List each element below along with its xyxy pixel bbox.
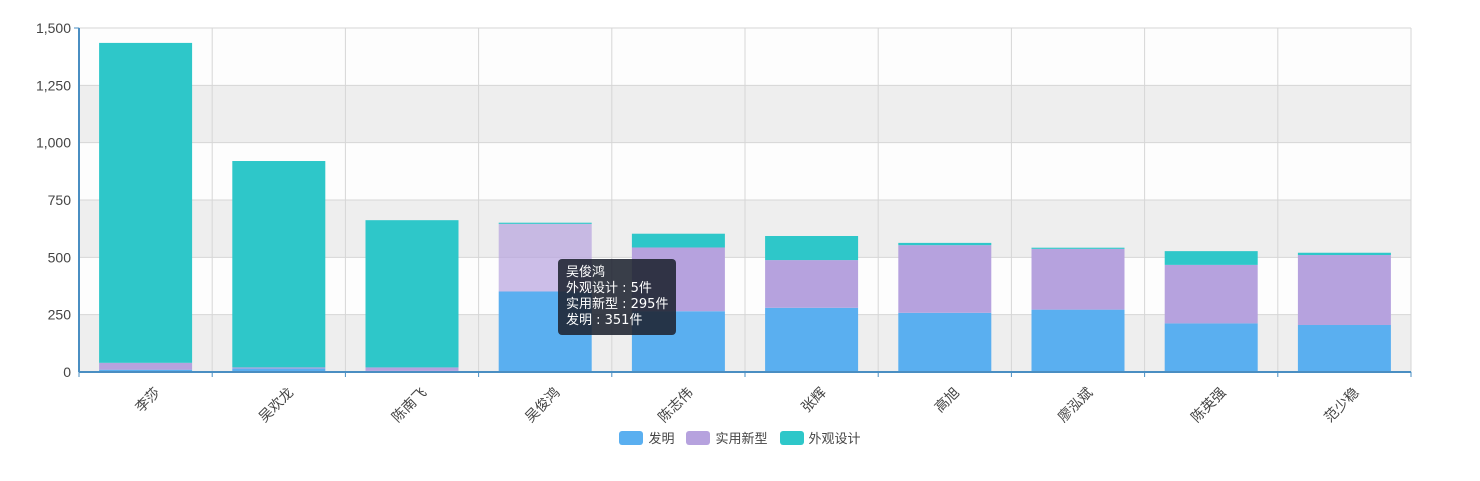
y-tick-label: 1,250: [36, 77, 71, 93]
legend-swatch: [619, 430, 644, 445]
bar-segment: [1031, 309, 1125, 372]
bar-segment: [1297, 324, 1391, 372]
bar-segment: [365, 367, 459, 371]
legend-item-invention[interactable]: 发明: [619, 428, 674, 447]
bar-segment: [498, 222, 592, 224]
bar-segment: [1164, 264, 1258, 324]
x-tick-label: 廖泓斌: [1054, 384, 1095, 425]
legend-label: 外观设计: [808, 432, 861, 447]
x-tick-label: 李莎: [132, 384, 163, 415]
bar-segment: [1031, 248, 1125, 310]
legend-label: 实用新型: [715, 432, 768, 447]
x-tick-label: 范少稳: [1321, 384, 1362, 425]
y-tick-label: 1,500: [36, 20, 71, 36]
bar-segment: [99, 362, 193, 370]
legend-label: 发明: [648, 432, 675, 447]
x-tick-label: 高旭: [931, 384, 962, 415]
tooltip-line: 外观设计 : 5件: [566, 281, 652, 296]
x-tick-label: 陈英强: [1188, 384, 1229, 425]
bar-segment: [232, 161, 326, 368]
legend-swatch: [779, 430, 804, 445]
bar-segment: [365, 220, 459, 368]
tooltip-line: 发明 : 351件: [566, 313, 643, 328]
bar-segment: [765, 307, 859, 372]
bar-segment: [1297, 252, 1391, 256]
bar-segment: [99, 42, 193, 363]
bar-segment: [631, 233, 725, 248]
bar-segment: [898, 245, 992, 313]
bar-segment: [1031, 247, 1125, 249]
tooltip: 吴俊鸿 外观设计 : 5件 实用新型 : 295件 发明 : 351件: [558, 259, 677, 335]
x-tick-label: 陈志伟: [655, 384, 696, 425]
y-tick-label: 250: [48, 307, 72, 323]
bar-segment: [1297, 255, 1391, 325]
legend-swatch: [686, 430, 711, 445]
bar-segment: [765, 236, 859, 261]
x-tick-label: 吴俊鸿: [522, 384, 563, 425]
bar-segment: [1164, 323, 1258, 372]
bar-segment: [898, 312, 992, 372]
y-tick-label: 1,000: [36, 135, 71, 151]
bar-segment: [898, 242, 992, 246]
y-tick-label: 0: [63, 364, 71, 380]
bar-segment: [765, 260, 859, 308]
legend-item-utility-model[interactable]: 实用新型: [686, 428, 768, 447]
bar-segment: [232, 368, 326, 372]
tooltip-line: 实用新型 : 295件: [566, 297, 669, 312]
bar-segment: [99, 369, 193, 372]
tooltip-title: 吴俊鸿: [566, 265, 606, 280]
y-tick-label: 500: [48, 249, 72, 265]
x-tick-label: 吴欢龙: [255, 384, 296, 425]
legend: 发明 实用新型 外观设计: [0, 428, 1480, 447]
y-tick-label: 750: [48, 192, 72, 208]
bar-segment: [232, 367, 326, 369]
x-tick-label: 张辉: [798, 384, 829, 415]
legend-item-design[interactable]: 外观设计: [779, 428, 861, 447]
x-tick-label: 陈南飞: [388, 384, 429, 425]
bar-segment: [1164, 251, 1258, 265]
